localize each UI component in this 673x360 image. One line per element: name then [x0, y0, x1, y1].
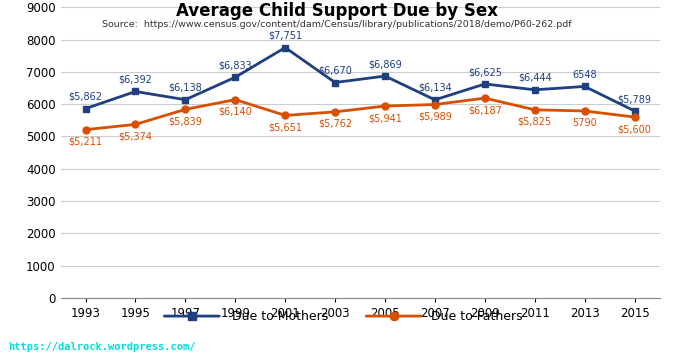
Due to Fathers: [631, 115, 639, 119]
Text: $6,134: $6,134: [418, 83, 452, 93]
Text: 6548: 6548: [572, 69, 597, 80]
Text: $5,651: $5,651: [268, 122, 302, 132]
Due to Fathers: [431, 102, 439, 107]
Text: https://dalrock.wordpress.com/: https://dalrock.wordpress.com/: [8, 342, 196, 352]
Due to Mothers: [81, 107, 90, 111]
Text: $6,138: $6,138: [168, 83, 202, 93]
Text: $6,869: $6,869: [368, 59, 402, 69]
Due to Mothers: [181, 98, 189, 102]
Due to Mothers: [631, 109, 639, 113]
Due to Fathers: [232, 98, 240, 102]
Text: $6,140: $6,140: [219, 107, 252, 117]
Due to Mothers: [232, 75, 240, 80]
Due to Fathers: [581, 109, 589, 113]
Due to Fathers: [381, 104, 389, 108]
Due to Mothers: [331, 80, 339, 85]
Due to Mothers: [481, 82, 489, 86]
Due to Mothers: [531, 87, 539, 92]
Due to Fathers: [481, 96, 489, 100]
Text: $5,941: $5,941: [368, 113, 402, 123]
Due to Fathers: [81, 127, 90, 132]
Due to Fathers: [281, 113, 289, 118]
Text: Source:  https://www.census.gov/content/dam/Census/library/publications/2018/dem: Source: https://www.census.gov/content/d…: [102, 20, 571, 29]
Line: Due to Mothers: Due to Mothers: [82, 44, 638, 114]
Line: Due to Fathers: Due to Fathers: [82, 95, 638, 133]
Text: Due to Mothers: Due to Mothers: [232, 310, 328, 323]
Text: Average Child Support Due by Sex: Average Child Support Due by Sex: [176, 2, 497, 20]
Text: $5,211: $5,211: [69, 136, 102, 147]
Text: $6,392: $6,392: [118, 75, 152, 85]
Text: Due to Fathers: Due to Fathers: [431, 310, 522, 323]
Text: $7,751: $7,751: [268, 31, 302, 41]
Text: $5,839: $5,839: [168, 116, 203, 126]
Text: $5,374: $5,374: [118, 131, 153, 141]
Due to Mothers: [131, 89, 139, 94]
Text: $6,444: $6,444: [518, 73, 552, 83]
Text: $5,789: $5,789: [618, 94, 651, 104]
Text: $5,762: $5,762: [318, 119, 352, 129]
Due to Fathers: [181, 107, 189, 112]
Text: $6,187: $6,187: [468, 105, 502, 115]
Text: $6,625: $6,625: [468, 67, 502, 77]
Due to Mothers: [381, 74, 389, 78]
Due to Fathers: [331, 110, 339, 114]
Text: $6,670: $6,670: [318, 66, 352, 76]
Due to Mothers: [431, 98, 439, 102]
Due to Fathers: [531, 108, 539, 112]
Due to Mothers: [581, 84, 589, 89]
Text: $6,833: $6,833: [219, 60, 252, 70]
Text: $5,862: $5,862: [69, 92, 102, 102]
Text: $5,600: $5,600: [618, 124, 651, 134]
Due to Mothers: [281, 45, 289, 50]
Text: $5,989: $5,989: [418, 112, 452, 121]
Text: 5790: 5790: [572, 118, 597, 128]
Text: $5,825: $5,825: [518, 117, 552, 127]
Due to Fathers: [131, 122, 139, 127]
